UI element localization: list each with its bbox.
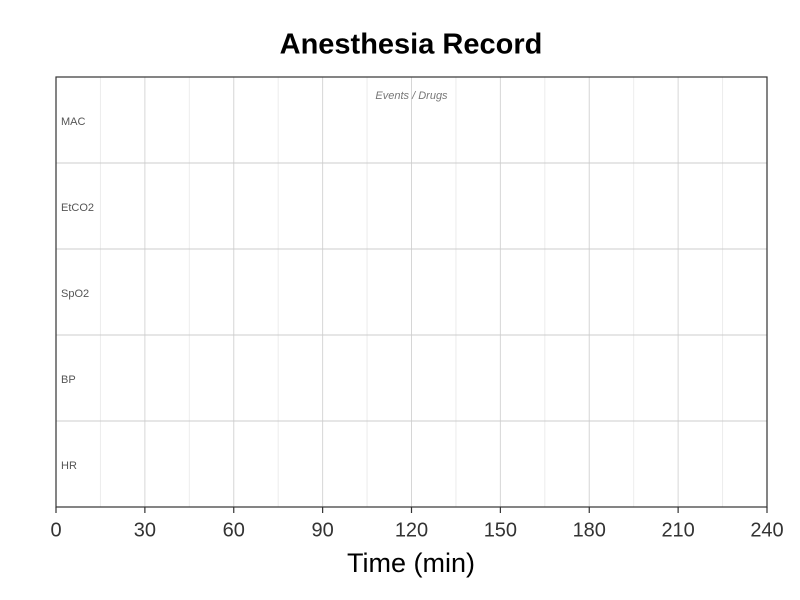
lane-label: BP (61, 374, 76, 386)
x-tick-label: 30 (134, 519, 156, 541)
lane-label: MAC (61, 116, 86, 128)
x-axis-label: Time (min) (347, 548, 475, 578)
x-tick-label: 150 (484, 519, 517, 541)
x-tick-label: 90 (312, 519, 334, 541)
x-tick-label: 60 (223, 519, 245, 541)
lane-label: HR (61, 460, 77, 472)
lane-label: SpO2 (61, 288, 89, 300)
x-tick-label: 210 (661, 519, 694, 541)
annotation: Events / Drugs (375, 90, 448, 102)
x-tick-label: 120 (395, 519, 428, 541)
chart-title: Anesthesia Record (280, 29, 543, 61)
x-tick-label: 0 (50, 519, 61, 541)
lane-label: EtCO2 (61, 202, 94, 214)
x-tick-label: 180 (573, 519, 606, 541)
x-tick-label: 240 (750, 519, 783, 541)
